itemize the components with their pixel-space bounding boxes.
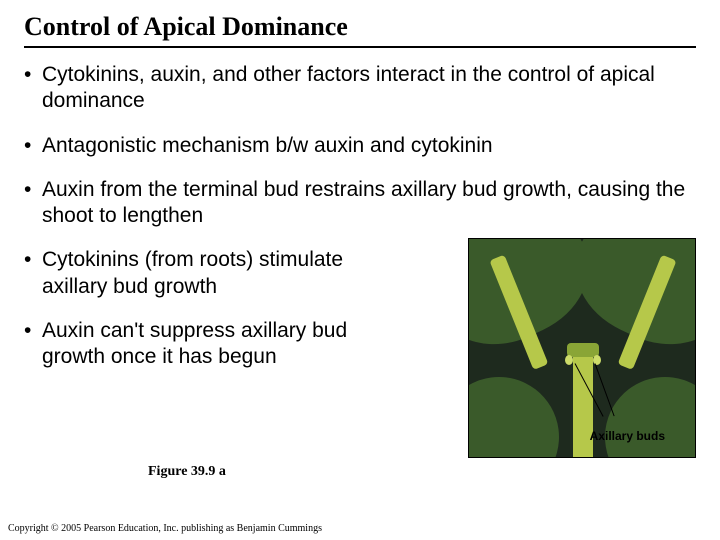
copyright-text: Copyright © 2005 Pearson Education, Inc.… — [8, 523, 322, 534]
bullet-dot-icon: • — [24, 133, 42, 159]
bullet-dot-icon: • — [24, 247, 42, 273]
bullet-dot-icon: • — [24, 318, 42, 344]
list-item: • Auxin from the terminal bud restrains … — [24, 177, 696, 230]
axillary-buds-label: Axillary buds — [590, 429, 665, 443]
list-item: • Antagonistic mechanism b/w auxin and c… — [24, 133, 696, 159]
slide: Control of Apical Dominance • Cytokinins… — [0, 0, 720, 540]
bud-shape — [565, 355, 573, 365]
bullet-dot-icon: • — [24, 62, 42, 88]
title-rule — [24, 46, 696, 48]
leaf-shape — [592, 364, 696, 458]
bullet-text: Auxin from the terminal bud restrains ax… — [42, 177, 696, 230]
figure-image: Axillary buds — [468, 238, 696, 458]
leaf-shape — [468, 364, 572, 458]
figure-caption: Figure 39.9 a — [148, 464, 226, 480]
bullet-text: Auxin can't suppress axillary bud growth… — [42, 318, 402, 371]
bullet-text: Cytokinins (from roots) stimulate axilla… — [42, 247, 402, 300]
list-item: • Cytokinins, auxin, and other factors i… — [24, 62, 696, 115]
bullet-text: Cytokinins, auxin, and other factors int… — [42, 62, 696, 115]
slide-title: Control of Apical Dominance — [24, 12, 696, 42]
bullet-dot-icon: • — [24, 177, 42, 203]
bullet-text: Antagonistic mechanism b/w auxin and cyt… — [42, 133, 696, 159]
